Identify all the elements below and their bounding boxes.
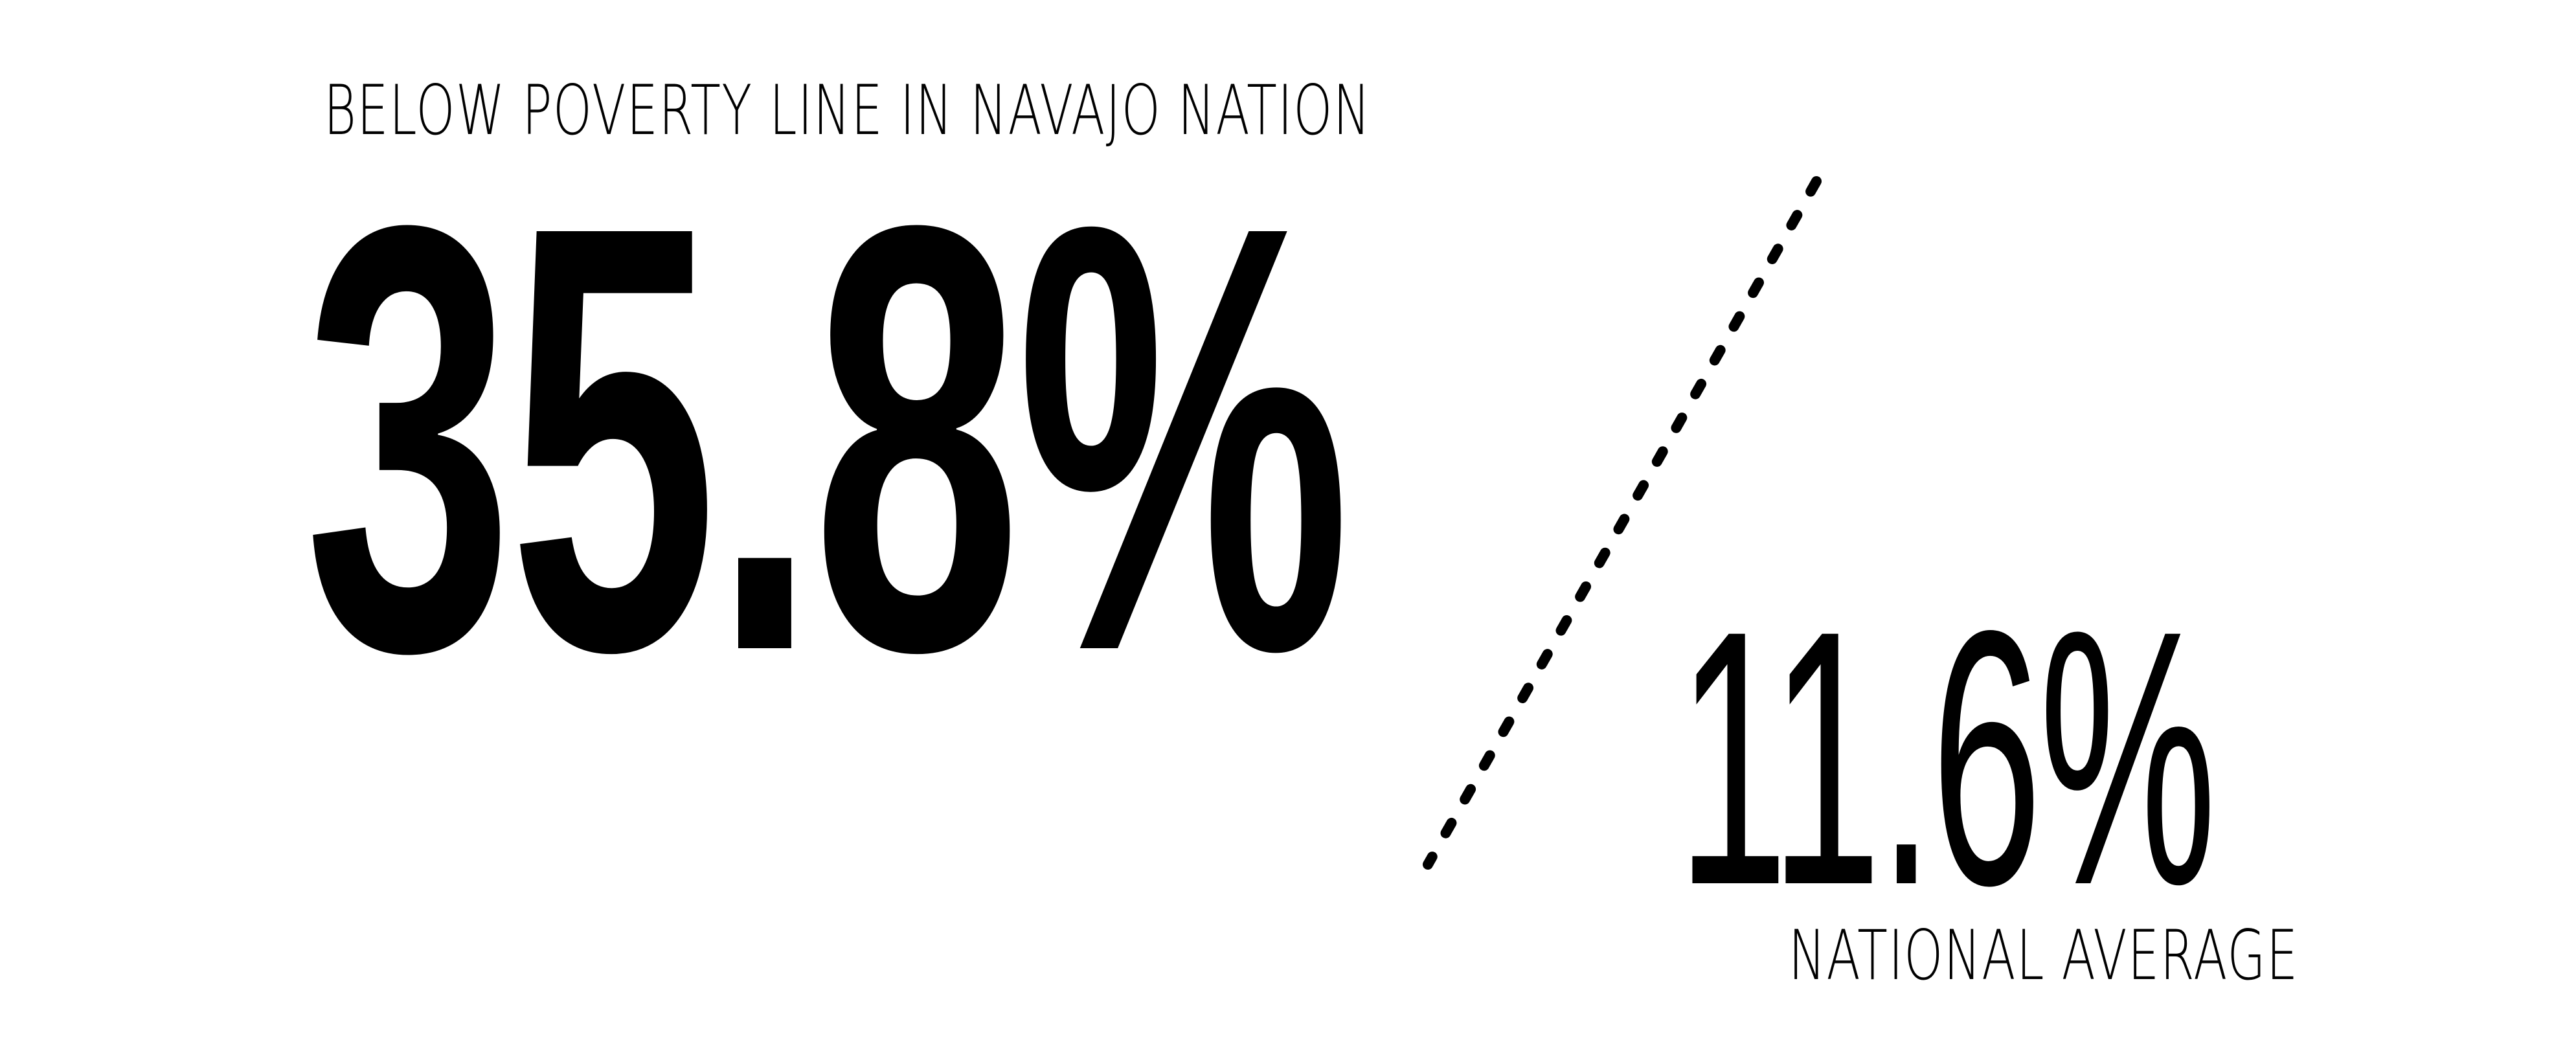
- secondary-label: NATIONAL AVERAGE: [1789, 916, 2299, 995]
- primary-label: BELOW POVERTY LINE IN NAVAJO NATION: [324, 71, 1372, 150]
- primary-value: 35.8%: [304, 100, 1351, 777]
- secondary-value: 11.6%: [1677, 555, 2217, 960]
